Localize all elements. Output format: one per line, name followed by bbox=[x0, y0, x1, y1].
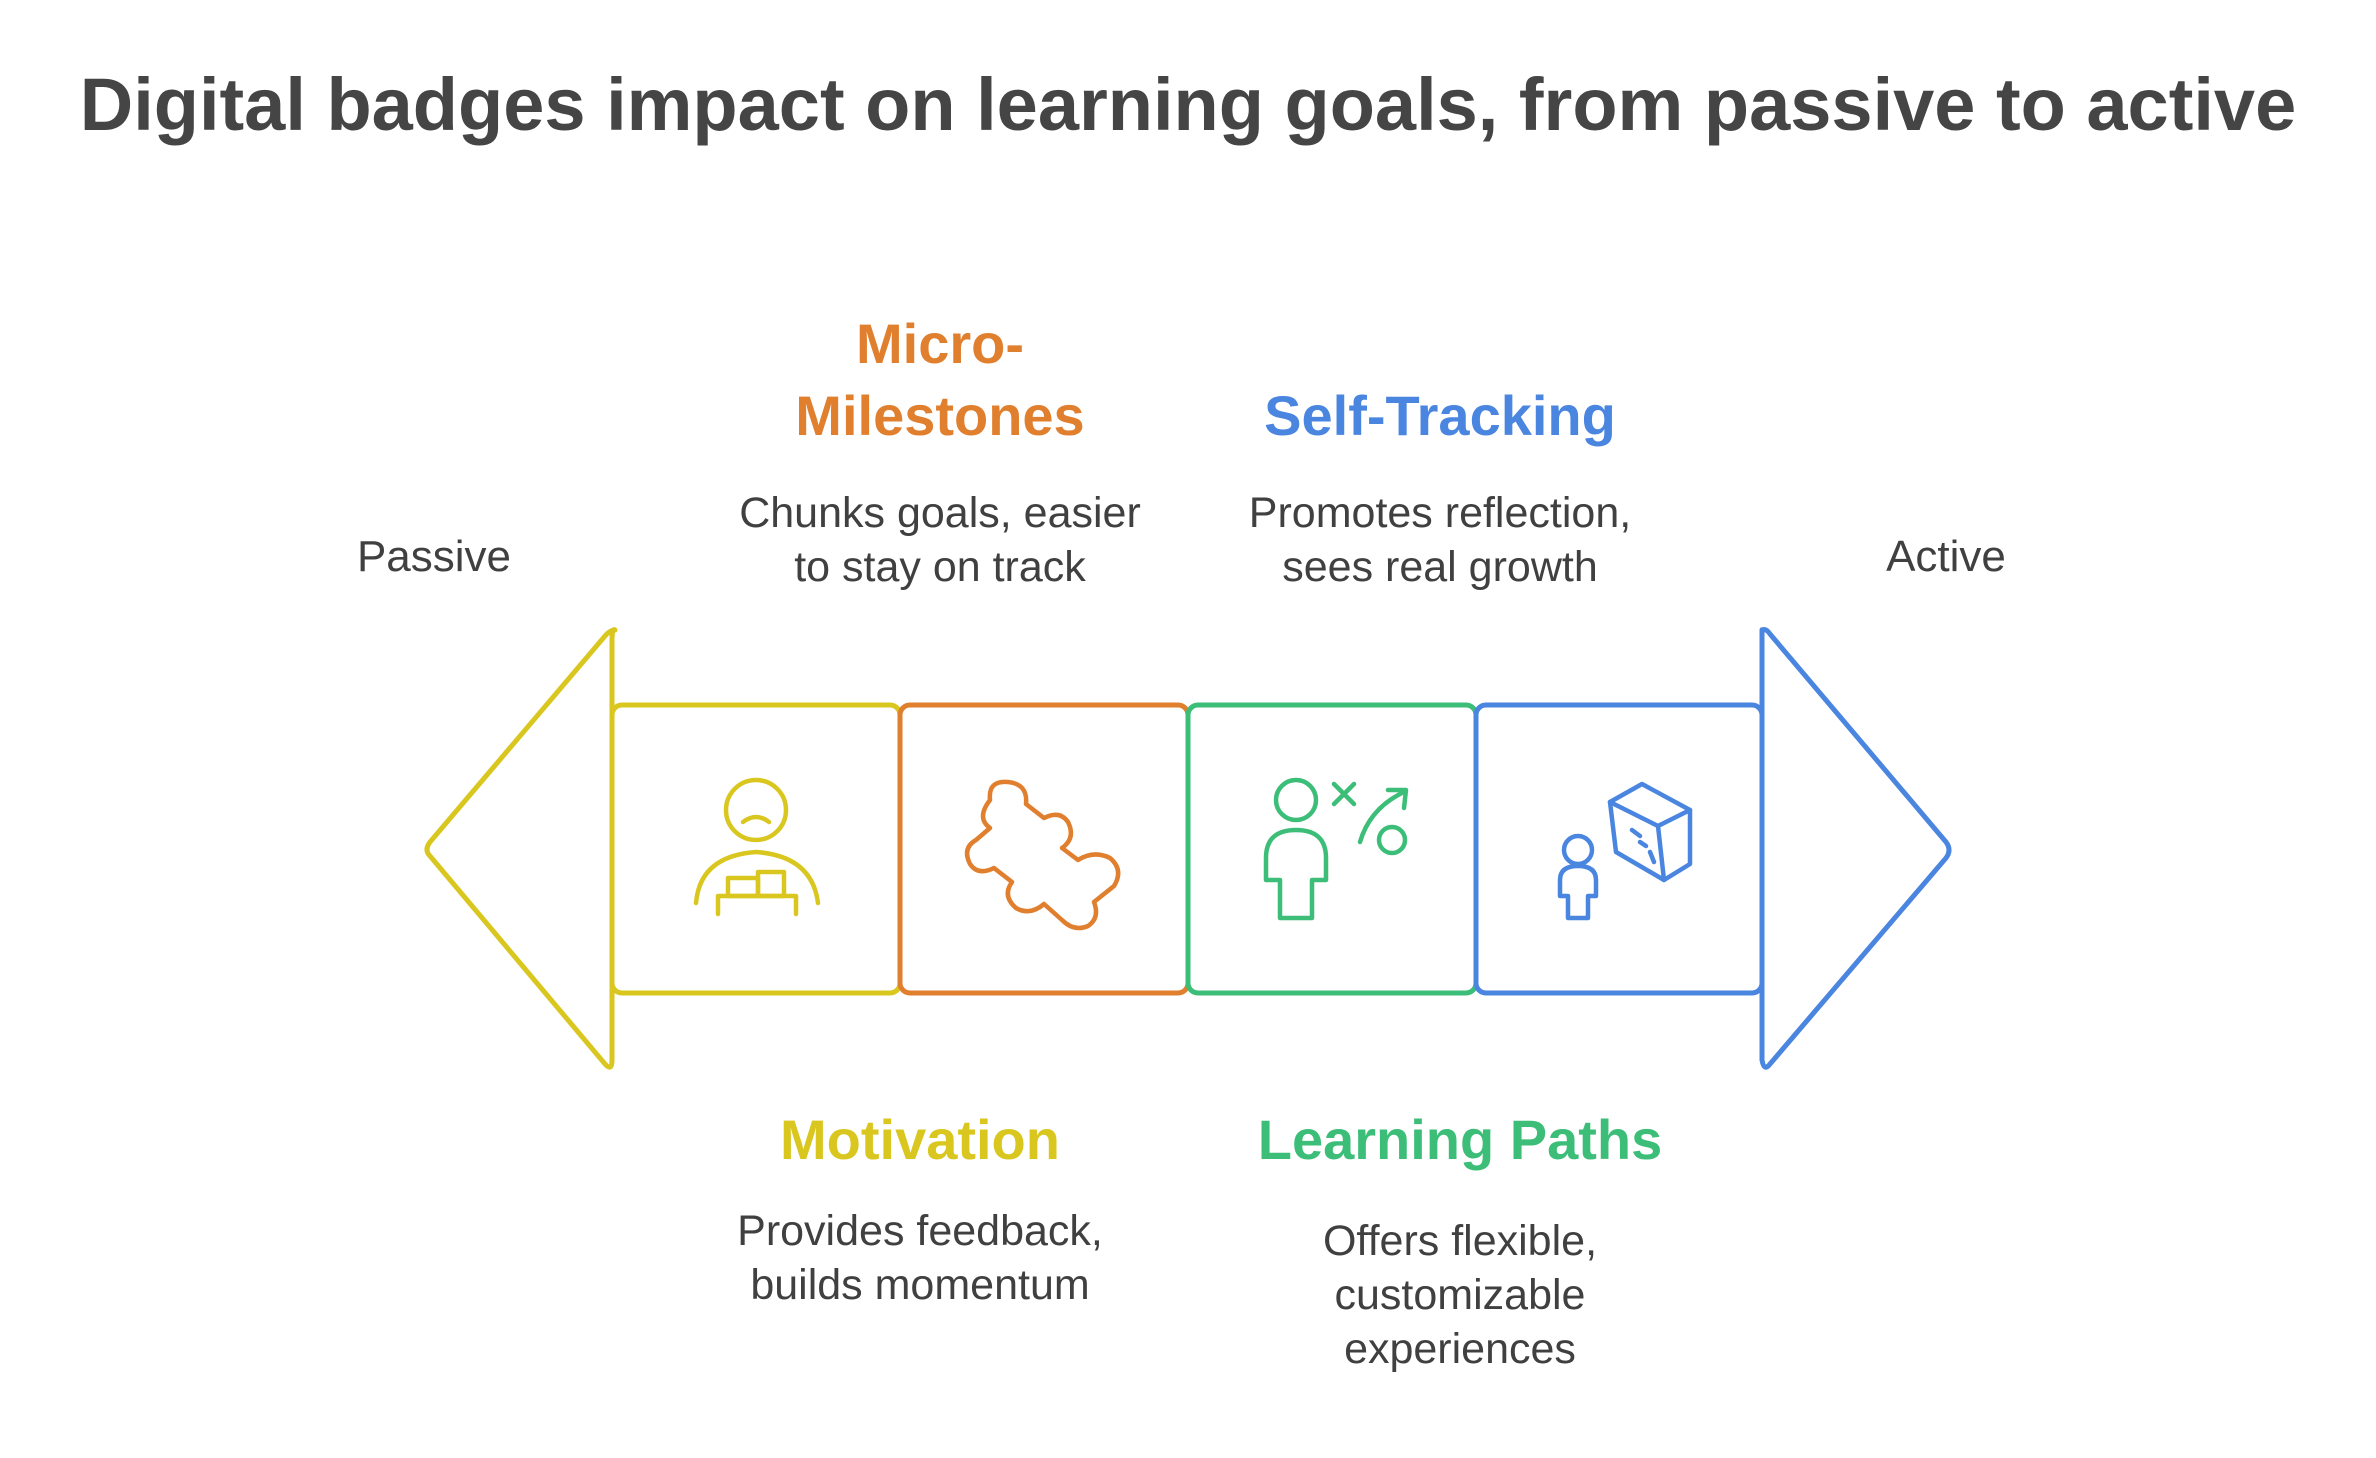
stage-learning-paths-description-line-1: Offers flexible, bbox=[1322, 1217, 1598, 1265]
stage-self-tracking-description-line-2: sees real growth bbox=[1282, 543, 1598, 591]
stage-self-tracking-title: Self-Tracking bbox=[1264, 384, 1616, 447]
stage-micro-milestones-title: Micro- Milestones bbox=[690, 308, 1190, 452]
left-arrow-head bbox=[424, 627, 618, 1070]
stage-learning-paths-title: Learning Paths bbox=[1257, 1108, 1663, 1171]
stage-learning-paths-box bbox=[1185, 702, 1479, 996]
stage-motivation-title: Motivation bbox=[780, 1108, 1060, 1171]
person-with-blocks-icon bbox=[693, 777, 821, 917]
puzzle-piece-icon bbox=[964, 779, 1121, 931]
stage-motivation-description-line-2: builds momentum bbox=[750, 1261, 1090, 1309]
page-title: Digital badges impact on learning goals,… bbox=[79, 63, 2297, 146]
scale-left-label: Passive bbox=[356, 532, 512, 581]
stage-self-tracking-box bbox=[1473, 702, 1765, 996]
stage-self-tracking-description-line-1: Promotes reflection, bbox=[1248, 489, 1632, 537]
stage-micro-milestones-box bbox=[897, 702, 1191, 996]
stage-motivation-description: Provides feedback, builds momentum bbox=[620, 1204, 1220, 1312]
stage-micro-milestones-title-line-2: Milestones bbox=[795, 384, 1085, 447]
person-strategy-icon bbox=[1263, 777, 1409, 921]
stage-motivation-description-line-1: Provides feedback, bbox=[737, 1207, 1103, 1255]
person-with-cube-icon bbox=[1557, 781, 1693, 921]
stage-micro-milestones-description-line-1: Chunks goals, easier bbox=[739, 489, 1141, 537]
stage-learning-paths-description-line-2: customizable bbox=[1334, 1271, 1586, 1319]
stage-self-tracking-description: Promotes reflection, sees real growth bbox=[1140, 486, 1740, 594]
stage-motivation-box bbox=[609, 702, 903, 996]
stage-micro-milestones-description-line-2: to stay on track bbox=[794, 543, 1086, 591]
stage-micro-milestones-description: Chunks goals, easier to stay on track bbox=[640, 486, 1240, 594]
right-arrow-head bbox=[1759, 627, 1952, 1070]
stage-micro-milestones-title-line-1: Micro- bbox=[856, 312, 1024, 375]
stage-learning-paths-description-line-3: experiences bbox=[1344, 1325, 1576, 1373]
scale-right-label: Active bbox=[1886, 532, 2006, 581]
stage-learning-paths-description: Offers flexible, customizable experience… bbox=[1160, 1214, 1760, 1376]
